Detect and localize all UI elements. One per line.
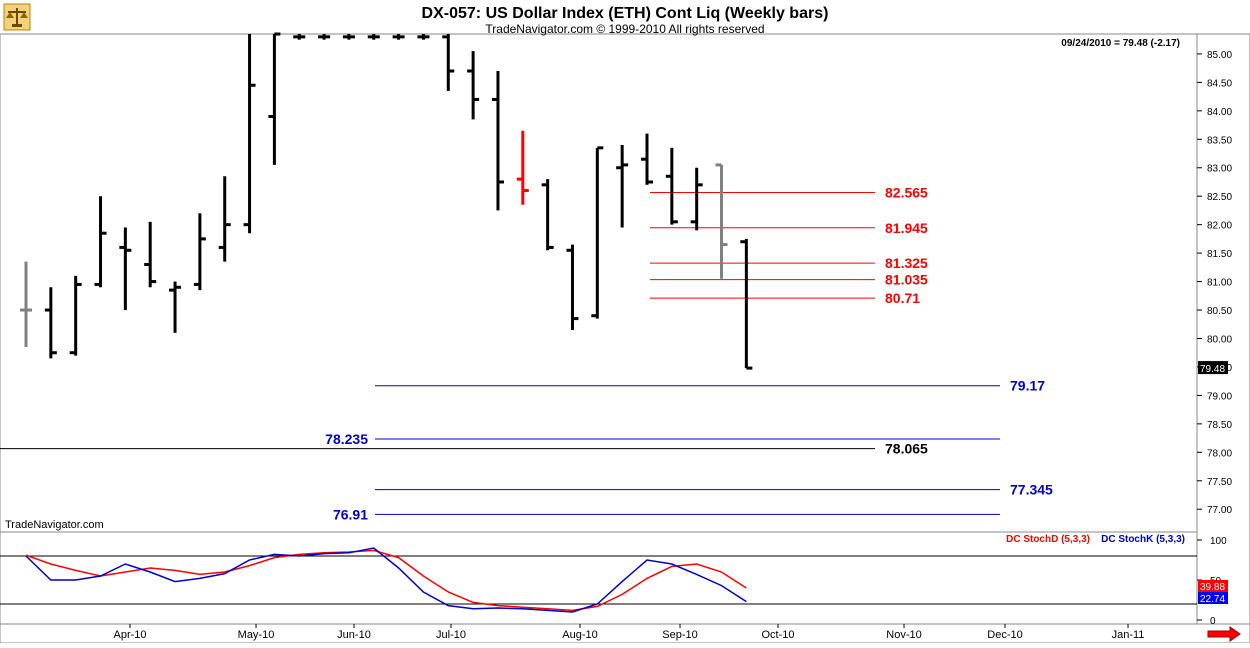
x-tick-label: Jan-11 <box>1112 629 1145 641</box>
ohlc-bar <box>144 221 157 288</box>
ohlc-bar <box>193 213 206 291</box>
ohlc-bar <box>715 163 728 279</box>
ohlc-bar <box>44 287 57 359</box>
y-tick-label: 80.50 <box>1207 306 1232 317</box>
y-tick-label: 83.00 <box>1207 164 1232 175</box>
chart-title: DX-057: US Dollar Index (ETH) Cont Liq (… <box>422 5 829 22</box>
stoch-series-line <box>25 549 747 612</box>
level-label: 81.325 <box>885 255 928 271</box>
level-label: 78.065 <box>885 441 928 457</box>
stoch-last-box <box>1198 580 1228 592</box>
x-tick-label: Aug-10 <box>562 629 597 641</box>
y-tick-label: 77.00 <box>1207 505 1232 516</box>
ohlc-bar <box>20 261 32 348</box>
scales-icon <box>3 3 31 31</box>
level-label: 80.71 <box>885 290 920 306</box>
ohlc-bar <box>566 244 579 330</box>
level-label: 76.91 <box>333 506 368 522</box>
last-quote-label: 09/24/2010 = 79.48 (-2.17) <box>1061 38 1180 49</box>
stoch-y-tick-label: 0 <box>1210 616 1216 627</box>
level-label: 82.565 <box>885 185 928 201</box>
x-axis-panel <box>0 623 1250 644</box>
ohlc-bar <box>69 275 82 356</box>
ohlc-bar <box>392 34 405 40</box>
y-tick-label: 78.50 <box>1207 420 1232 431</box>
ohlc-bar <box>541 179 554 251</box>
stoch-last-label: 39.88 <box>1200 582 1225 593</box>
ohlc-bar <box>591 146 604 319</box>
stoch-panel-frame <box>0 531 1198 625</box>
right-arrow-icon[interactable] <box>1207 626 1241 642</box>
x-tick-label: Nov-10 <box>886 629 921 641</box>
level-label: 79.17 <box>1010 378 1045 394</box>
ohlc-bar <box>491 70 504 211</box>
y-tick-label: 85.00 <box>1207 50 1232 61</box>
level-label: 78.235 <box>325 431 368 447</box>
ohlc-bar <box>169 281 182 333</box>
level-label: 77.345 <box>1010 482 1053 498</box>
level-label: 81.035 <box>885 272 928 288</box>
last-value-label: 79.48 <box>1200 364 1225 375</box>
y-tick-label: 83.50 <box>1207 135 1232 146</box>
ohlc-bar <box>616 144 629 228</box>
ohlc-bar <box>367 34 380 40</box>
ohlc-bar <box>218 176 231 262</box>
ohlc-bar <box>94 196 107 288</box>
ohlc-bar <box>740 238 753 370</box>
stoch-legend-label: DC StochK (5,3,3) <box>1101 534 1185 545</box>
y-tick-label: 77.50 <box>1207 477 1232 488</box>
ohlc-bar <box>442 34 455 91</box>
y-tick-label: 80.00 <box>1207 334 1232 345</box>
y-axis-panel <box>1196 33 1250 625</box>
ohlc-bar <box>641 133 653 185</box>
x-tick-label: Jul-10 <box>436 629 466 641</box>
x-tick-label: Oct-10 <box>761 629 794 641</box>
y-tick-label: 84.50 <box>1207 78 1232 89</box>
ohlc-bar <box>119 227 132 311</box>
chart-subtitle: TradeNavigator.com © 1999-2010 All right… <box>485 22 764 36</box>
y-tick-label: 82.50 <box>1207 192 1232 203</box>
ohlc-bar <box>417 34 430 40</box>
stoch-legend-label: DC StochD (5,3,3) <box>1006 534 1090 545</box>
y-tick-label: 81.00 <box>1207 278 1232 289</box>
y-tick-label: 84.00 <box>1207 107 1232 118</box>
ohlc-bar <box>243 34 256 234</box>
stoch-last-label: 22.74 <box>1200 594 1225 605</box>
y-tick-label: 82.00 <box>1207 221 1232 232</box>
ohlc-bar <box>318 34 331 40</box>
x-tick-label: Apr-10 <box>113 629 146 641</box>
x-axis: Apr-10 May-10 Jun-10 Jul-10 Aug-10 Sep-10 Oct-… <box>113 624 1144 641</box>
ohlc-bar <box>268 32 281 165</box>
x-tick-label: Jun-10 <box>337 629 371 641</box>
ohlc-bar <box>690 167 703 231</box>
stoch-y-tick-label: 100 <box>1210 536 1227 547</box>
y-tick-label: 78.00 <box>1207 448 1232 459</box>
level-label: 81.945 <box>885 220 928 236</box>
last-value-box <box>1198 361 1228 375</box>
ohlc-bars: 79.48 <box>20 32 1228 375</box>
x-tick-label: Sep-10 <box>662 629 697 641</box>
y-tick-label: 79.00 <box>1207 391 1232 402</box>
x-tick-label: Dec-10 <box>987 629 1022 641</box>
stoch-last-box <box>1198 592 1228 604</box>
watermark-label: TradeNavigator.com <box>5 519 104 531</box>
ohlc-bar <box>665 147 678 225</box>
ohlc-bar <box>467 51 480 120</box>
ohlc-bar <box>516 130 529 205</box>
y-tick-label: 81.50 <box>1207 249 1232 260</box>
x-tick-label: May-10 <box>238 629 275 641</box>
ohlc-bar <box>342 34 355 40</box>
ohlc-bar <box>293 34 306 40</box>
stoch-series-line <box>25 547 747 613</box>
